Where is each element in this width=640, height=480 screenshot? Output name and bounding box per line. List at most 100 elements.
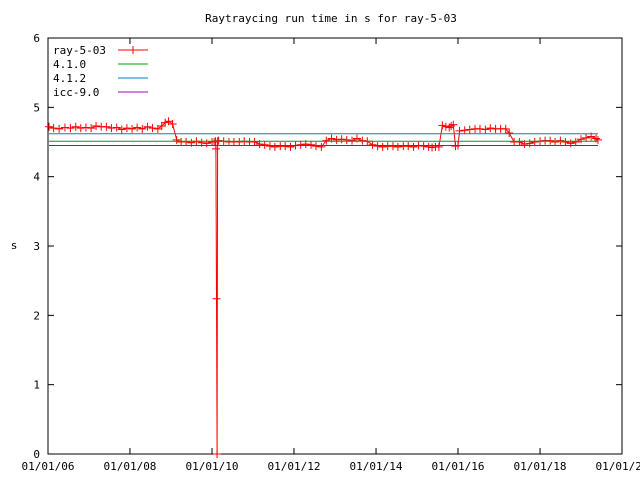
data-point <box>447 122 456 131</box>
legend-label: icc-9.0 <box>53 86 99 99</box>
data-point <box>465 125 474 134</box>
data-point <box>378 142 387 151</box>
x-tick-label: 01/01/10 <box>186 460 239 473</box>
x-tick-label: 01/01/08 <box>103 460 156 473</box>
data-point <box>117 125 126 134</box>
data-point <box>475 124 484 133</box>
data-point <box>235 138 244 146</box>
data-point <box>307 140 316 149</box>
y-tick-label: 6 <box>33 32 40 45</box>
data-point <box>211 144 220 153</box>
x-tick-label: 01/01/16 <box>431 460 484 473</box>
data-point <box>182 138 191 146</box>
data-point <box>525 139 534 148</box>
data-point <box>281 142 290 151</box>
x-tick-label: 01/01/06 <box>22 460 75 473</box>
data-point <box>556 136 565 145</box>
data-point <box>438 121 447 130</box>
data-point <box>45 122 54 131</box>
series-line <box>48 120 599 455</box>
x-tick-label: 01/01/12 <box>267 460 320 473</box>
data-point <box>157 122 166 131</box>
data-point <box>92 122 101 131</box>
data-point <box>55 124 64 133</box>
data-point <box>138 124 147 133</box>
data-point <box>388 142 397 151</box>
data-point <box>501 124 510 133</box>
data-point <box>530 138 539 146</box>
data-point <box>102 122 111 131</box>
series-ray-5-03 <box>45 117 602 458</box>
data-point <box>122 124 131 133</box>
data-point <box>210 138 219 146</box>
data-point <box>60 123 69 132</box>
data-point <box>505 128 514 137</box>
data-point <box>213 450 222 458</box>
data-point <box>373 142 382 151</box>
y-tick-label: 2 <box>33 309 40 322</box>
plot-frame <box>47 37 623 455</box>
data-point <box>593 135 602 144</box>
data-point <box>393 142 402 151</box>
data-point <box>81 123 90 132</box>
legend-label: ray-5-03 <box>53 44 106 57</box>
data-point <box>76 124 85 133</box>
data-point <box>577 135 586 144</box>
data-point <box>250 138 259 146</box>
data-point <box>133 123 142 132</box>
data-point <box>286 142 295 151</box>
data-point <box>49 124 58 133</box>
chart-title: Raytraycing run time in s for ray-5-03 <box>205 12 457 25</box>
data-point <box>546 136 555 145</box>
data-point <box>148 124 157 133</box>
data-point <box>317 142 326 151</box>
data-point <box>168 119 177 128</box>
data-point <box>460 126 469 135</box>
data-point <box>270 142 279 151</box>
data-point <box>481 125 490 134</box>
data-point <box>566 139 575 148</box>
data-point <box>486 124 495 133</box>
data-point <box>551 138 560 146</box>
legend-label: 4.1.2 <box>53 72 86 85</box>
data-point <box>571 138 580 146</box>
data-point <box>368 140 377 149</box>
data-point <box>561 138 570 146</box>
data-point <box>202 139 211 148</box>
data-point <box>214 136 223 145</box>
y-tick-label: 0 <box>33 448 40 461</box>
data-point <box>441 122 450 131</box>
axes: 0 1 2 3 4 5 6 01/01/06 01/01/08 01/01/10 01/01/12 0… <box>22 32 640 473</box>
data-point <box>332 135 341 144</box>
legend-marker <box>129 46 137 54</box>
data-point <box>164 117 173 126</box>
data-point <box>445 123 454 132</box>
legend-label: 4.1.0 <box>53 58 86 71</box>
data-point <box>322 136 331 145</box>
data-point <box>161 118 170 127</box>
data-point <box>87 124 96 133</box>
data-point <box>428 143 437 152</box>
data-point <box>358 136 367 145</box>
data-point <box>404 142 413 151</box>
data-point <box>265 142 274 151</box>
data-point <box>515 138 524 146</box>
data-point <box>582 133 591 142</box>
data-point <box>348 136 357 145</box>
data-point <box>434 142 443 151</box>
data-point <box>449 120 458 129</box>
y-tick-label: 1 <box>33 379 40 392</box>
x-tick-label: 01/01/20 <box>596 460 640 473</box>
data-point <box>212 294 221 303</box>
x-tick-label: 01/01/18 <box>514 460 567 473</box>
data-point <box>71 122 80 131</box>
data-point <box>260 140 269 149</box>
series-layer <box>45 117 602 458</box>
y-tick-label: 5 <box>33 101 40 114</box>
data-point <box>143 122 152 131</box>
data-point <box>419 142 428 151</box>
y-tick-label: 4 <box>33 171 40 184</box>
data-point <box>128 124 137 133</box>
